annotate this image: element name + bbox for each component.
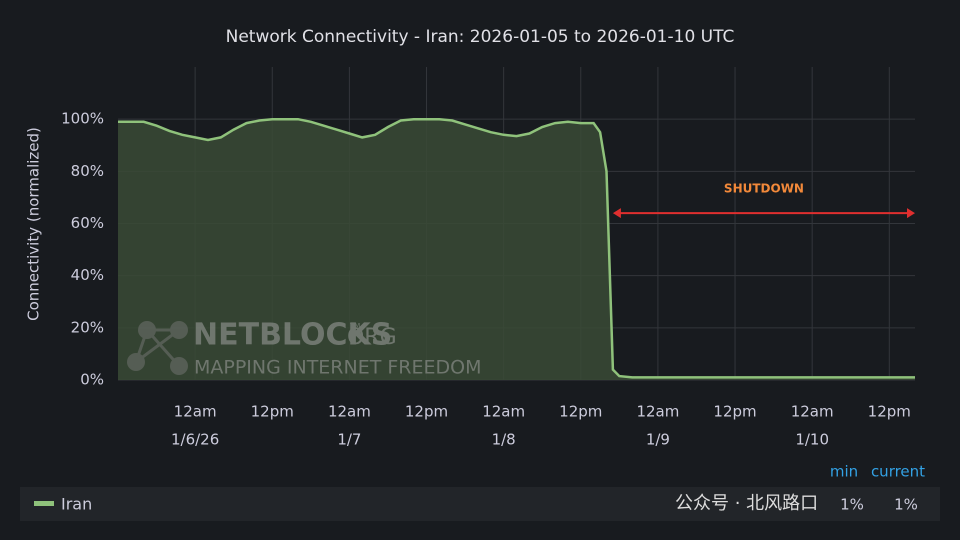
arrow-head: [612, 208, 621, 219]
x-tick-date: 1/6/26: [171, 431, 219, 449]
line: [118, 117, 915, 379]
arrow-head: [907, 208, 915, 219]
y-axis-label: Connectivity (normalized): [25, 127, 43, 321]
legend-label: Iran: [61, 495, 92, 514]
y-tick-label: 80%: [71, 162, 104, 180]
x-tick-label: 12am: [482, 403, 525, 421]
y-tick-label: 0%: [80, 371, 104, 389]
x-tick-label: 12pm: [251, 403, 294, 421]
legend-row: [20, 487, 940, 521]
x-tick-label: 12am: [328, 403, 371, 421]
overlay-watermark: 公众号 · 北风路口: [675, 493, 818, 514]
area: [118, 119, 915, 380]
y-tick-label: 100%: [61, 110, 104, 128]
x-tick-label: 12pm: [405, 403, 448, 421]
x-tick-label: 12am: [791, 403, 834, 421]
legend-header: min: [830, 463, 858, 481]
legend-header: current: [871, 463, 925, 481]
watermark-brand: NETBLOCKS: [193, 318, 392, 353]
y-tick-label: 40%: [71, 266, 104, 284]
watermark-tagline: MAPPING INTERNET FREEDOM: [194, 357, 482, 379]
x-tick-label: 12pm: [868, 403, 911, 421]
x-tick-date: 1/7: [337, 431, 361, 449]
watermark: NETBLOCKS TM .ORG MAPPING INTERNET FREED…: [127, 318, 482, 379]
legend-value: 1%: [840, 496, 864, 514]
x-tick-label: 12am: [174, 403, 217, 421]
x-tick-label: 12am: [636, 403, 679, 421]
x-tick-date: 1/8: [492, 431, 516, 449]
watermark-mark: TM: [349, 322, 360, 330]
logo-link: [133, 327, 184, 367]
watermark-suffix: .ORG: [340, 325, 397, 350]
x-tick-date: 1/9: [646, 431, 670, 449]
legend-value: 1%: [894, 496, 918, 514]
y-tick-label: 60%: [71, 214, 104, 232]
annotation-text: SHUTDOWN: [724, 182, 804, 196]
chart-title: Network Connectivity - Iran: 2026-01-05 …: [226, 27, 735, 47]
legend-swatch: [34, 501, 54, 506]
x-tick-label: 12pm: [713, 403, 756, 421]
x-tick-label: 12pm: [559, 403, 602, 421]
x-tick-date: 1/10: [795, 431, 829, 449]
y-tick-label: 20%: [71, 318, 104, 336]
